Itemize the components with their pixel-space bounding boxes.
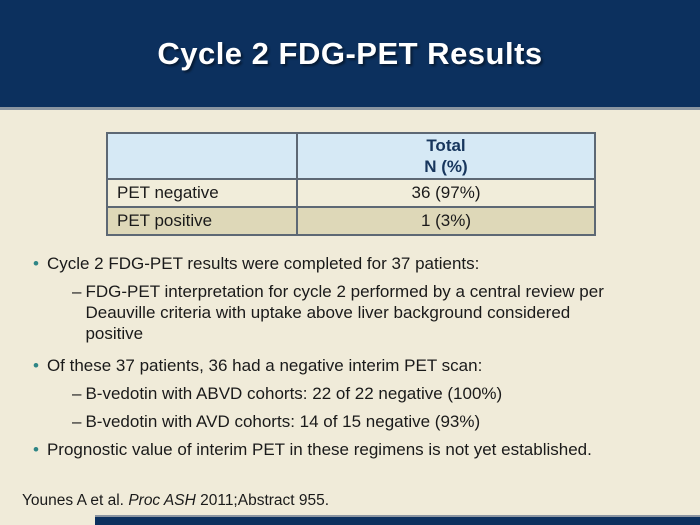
bullet-item-1: • Cycle 2 FDG-PET results were completed… <box>30 253 692 275</box>
sub-bullet-text: FDG-PET interpretation for cycle 2 perfo… <box>85 282 604 343</box>
table-row: PET positive 1 (3%) <box>106 206 596 236</box>
table-header-empty-cell <box>106 132 298 180</box>
bullet-dot-icon: • <box>33 440 39 459</box>
citation-journal: Proc ASH <box>128 492 196 509</box>
sub-bullet-item-1a: – FDG-PET interpretation for cycle 2 per… <box>72 281 692 344</box>
bullet-text: Prognostic value of interim PET in these… <box>46 440 592 459</box>
sub-bullet-item-2a: – B-vedotin with ABVD cohorts: 22 of 22 … <box>72 383 692 405</box>
sub-bullet-item-2b: – B-vedotin with AVD cohorts: 14 of 15 n… <box>72 411 692 433</box>
citation-prefix: Younes A et al. <box>22 492 129 509</box>
bullet-item-2: • Of these 37 patients, 36 had a negativ… <box>30 355 692 377</box>
sub-bullet-text: B-vedotin with ABVD cohorts: 22 of 22 ne… <box>85 384 503 403</box>
bullet-text: Cycle 2 FDG-PET results were completed f… <box>46 254 480 273</box>
bullet-item-3: • Prognostic value of interim PET in the… <box>30 439 692 461</box>
results-table: Total N (%) PET negative 36 (97%) PET po… <box>106 132 596 236</box>
footer-bar <box>95 515 700 525</box>
citation-suffix: 2011;Abstract 955. <box>195 492 330 509</box>
header-band: Cycle 2 FDG-PET Results <box>0 0 700 110</box>
row-label-pet-positive: PET positive <box>106 206 298 236</box>
bullet-dot-icon: • <box>33 254 39 273</box>
citation: Younes A et al. Proc ASH 2011;Abstract 9… <box>22 492 329 510</box>
dash-icon: – <box>72 282 82 301</box>
dash-icon: – <box>72 412 82 431</box>
bullet-text: Of these 37 patients, 36 had a negative … <box>46 356 483 375</box>
bullet-list: • Cycle 2 FDG-PET results were completed… <box>30 253 692 461</box>
row-value-pet-negative: 36 (97%) <box>296 178 596 208</box>
row-value-pet-positive: 1 (3%) <box>296 206 596 236</box>
table-header-total-cell: Total N (%) <box>296 132 596 180</box>
bullet-dot-icon: • <box>33 356 39 375</box>
dash-icon: – <box>72 384 82 403</box>
table-header-row: Total N (%) <box>106 132 596 180</box>
page-title: Cycle 2 FDG-PET Results <box>157 35 543 71</box>
sub-bullet-text: B-vedotin with AVD cohorts: 14 of 15 neg… <box>85 412 481 431</box>
row-label-pet-negative: PET negative <box>106 178 298 208</box>
table-row: PET negative 36 (97%) <box>106 178 596 208</box>
